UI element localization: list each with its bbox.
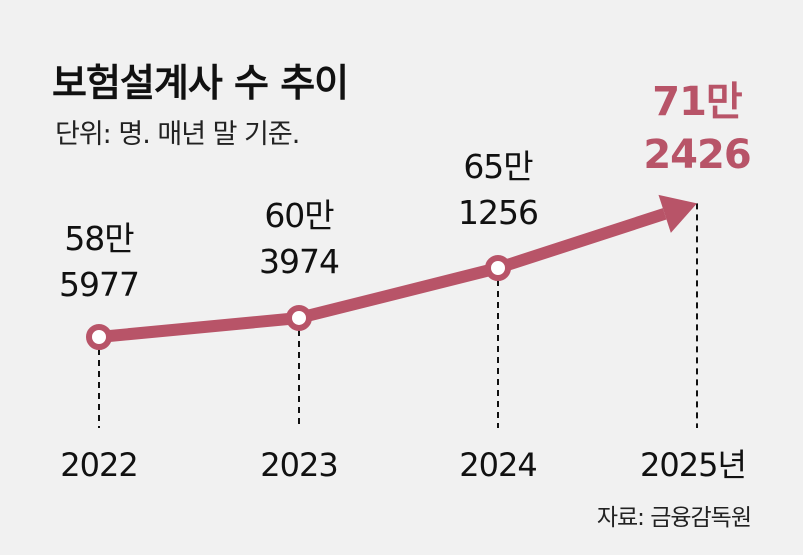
x-tick-label: 2025년 [640, 446, 746, 484]
source-note: 자료: 금융감독원 [596, 505, 752, 531]
data-point [86, 324, 112, 350]
chart-title: 보험설계사 수 추이 [52, 61, 349, 105]
data-label: 65만 [463, 147, 533, 186]
series-line [98, 208, 667, 343]
data-label: 1256 [458, 193, 538, 232]
data-point [485, 255, 511, 282]
data-label: 60만 [264, 196, 334, 235]
data-label: 58만 [64, 219, 134, 258]
x-tick-label: 2023 [260, 446, 337, 484]
data-label: 3974 [259, 242, 339, 281]
x-tick-label: 2024 [459, 446, 536, 484]
data-label: 5977 [59, 265, 139, 304]
arrow-head [658, 194, 697, 233]
data-label: 71만 [652, 79, 743, 125]
chart-subtitle: 단위: 명. 매년 말 기준. [55, 119, 300, 150]
x-tick-label: 2022 [60, 446, 137, 484]
data-point [286, 304, 312, 331]
data-label: 2426 [643, 132, 750, 178]
